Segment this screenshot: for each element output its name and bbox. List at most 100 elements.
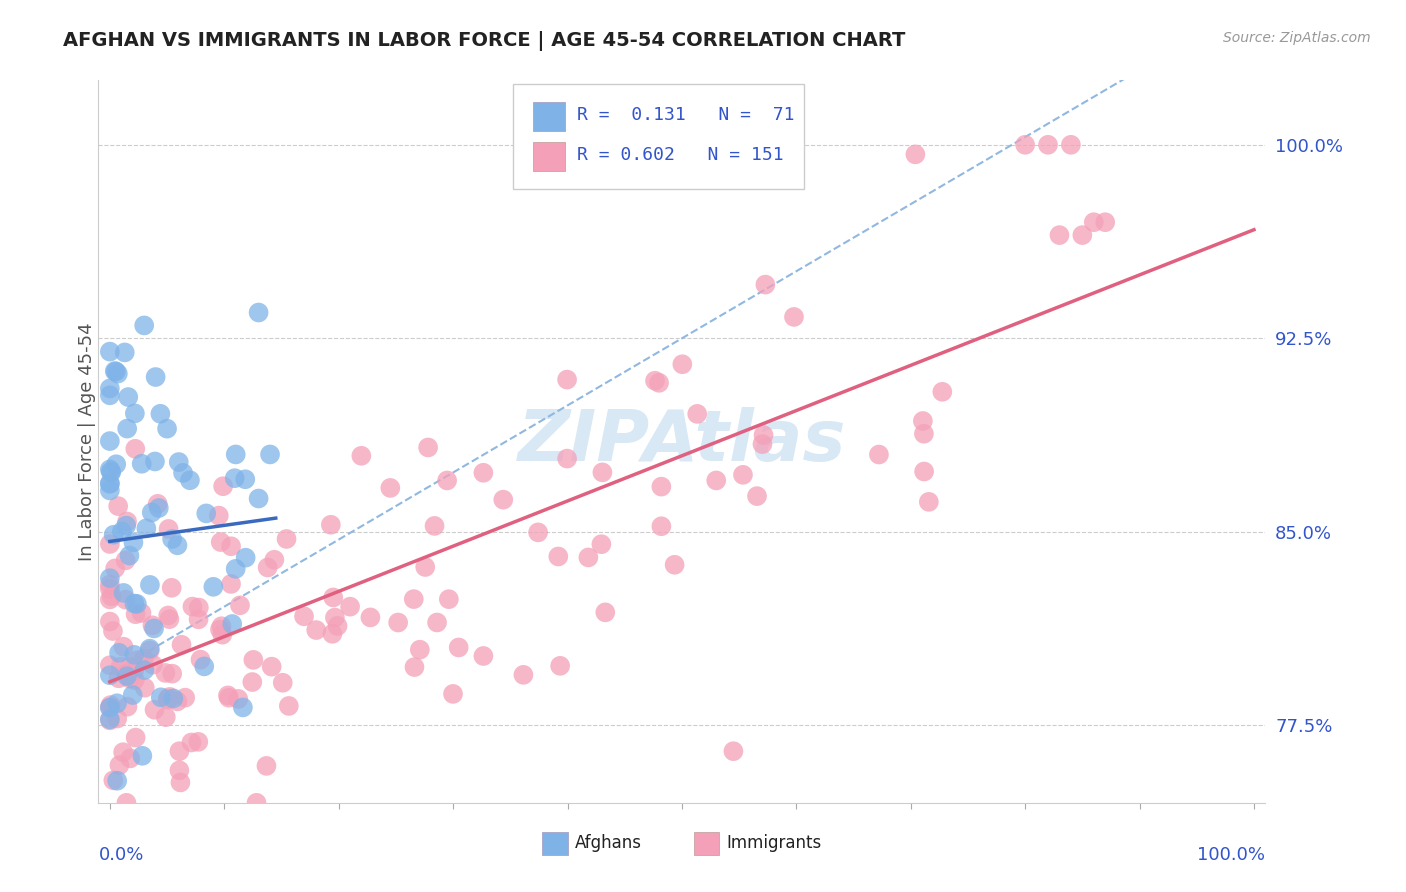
Point bbox=[322, 591, 344, 605]
Point bbox=[134, 681, 156, 695]
FancyBboxPatch shape bbox=[513, 84, 804, 189]
Point bbox=[141, 506, 163, 520]
Point bbox=[225, 562, 247, 576]
Point bbox=[402, 592, 425, 607]
Point bbox=[110, 659, 132, 673]
Point bbox=[1071, 228, 1094, 243]
FancyBboxPatch shape bbox=[533, 102, 565, 131]
Point bbox=[326, 619, 349, 633]
Point bbox=[437, 592, 460, 607]
Point bbox=[260, 659, 283, 673]
Point bbox=[323, 610, 346, 624]
Point bbox=[98, 476, 121, 491]
Point bbox=[447, 640, 470, 655]
Point bbox=[160, 532, 183, 546]
Point bbox=[187, 600, 209, 615]
Point bbox=[413, 560, 436, 574]
Point bbox=[143, 703, 166, 717]
Point bbox=[240, 675, 263, 690]
Point bbox=[181, 599, 204, 614]
Point bbox=[256, 560, 278, 574]
Point bbox=[98, 381, 121, 395]
Point bbox=[98, 700, 121, 714]
Point bbox=[118, 549, 141, 563]
Point bbox=[423, 519, 446, 533]
Point bbox=[187, 612, 209, 626]
Point bbox=[132, 651, 155, 665]
Point bbox=[1060, 137, 1083, 152]
Point bbox=[159, 690, 181, 704]
Point bbox=[169, 764, 191, 778]
Point bbox=[98, 483, 121, 498]
Point bbox=[170, 638, 193, 652]
Point bbox=[527, 525, 550, 540]
Point bbox=[256, 759, 278, 773]
Point bbox=[98, 388, 121, 402]
FancyBboxPatch shape bbox=[533, 142, 565, 170]
Point bbox=[217, 689, 239, 703]
Point bbox=[426, 615, 449, 630]
Point bbox=[245, 796, 267, 810]
Y-axis label: In Labor Force | Age 45-54: In Labor Force | Age 45-54 bbox=[79, 322, 96, 561]
Point bbox=[135, 521, 157, 535]
Point bbox=[120, 751, 142, 765]
Point bbox=[1014, 137, 1036, 152]
Point bbox=[107, 499, 129, 513]
Point bbox=[101, 624, 124, 638]
Point bbox=[143, 622, 166, 636]
Point bbox=[911, 414, 934, 428]
Point bbox=[115, 421, 138, 435]
Point bbox=[139, 643, 162, 657]
Point bbox=[98, 582, 121, 596]
Point bbox=[112, 745, 135, 759]
Point bbox=[122, 664, 145, 678]
Point bbox=[134, 663, 156, 677]
Point bbox=[868, 448, 890, 462]
Point bbox=[247, 491, 270, 506]
Point bbox=[208, 623, 231, 637]
Point bbox=[139, 641, 162, 656]
Point bbox=[103, 527, 125, 541]
Point bbox=[321, 627, 343, 641]
Point bbox=[143, 454, 166, 468]
Point bbox=[100, 465, 122, 479]
Point bbox=[124, 406, 146, 420]
Point bbox=[174, 690, 197, 705]
Point bbox=[259, 447, 281, 461]
Point bbox=[731, 467, 754, 482]
Point bbox=[156, 422, 179, 436]
FancyBboxPatch shape bbox=[693, 831, 720, 855]
Point bbox=[209, 535, 232, 549]
Point bbox=[118, 672, 141, 686]
Point bbox=[931, 384, 953, 399]
Point bbox=[195, 507, 218, 521]
Point bbox=[122, 648, 145, 662]
Point bbox=[912, 465, 935, 479]
Point bbox=[436, 474, 458, 488]
Text: Immigrants: Immigrants bbox=[727, 833, 821, 852]
Point bbox=[263, 553, 285, 567]
Point bbox=[112, 640, 135, 654]
Point bbox=[208, 508, 231, 523]
Point bbox=[704, 474, 727, 488]
Point bbox=[131, 457, 153, 471]
Point bbox=[98, 476, 121, 491]
Point bbox=[211, 627, 233, 641]
Point bbox=[166, 694, 188, 708]
Point bbox=[104, 561, 127, 575]
Point bbox=[235, 550, 257, 565]
Point bbox=[219, 539, 242, 553]
Point bbox=[98, 592, 121, 607]
Point bbox=[166, 538, 188, 552]
Point bbox=[105, 696, 128, 710]
Point bbox=[115, 518, 138, 533]
Point bbox=[98, 434, 121, 448]
Point bbox=[105, 712, 128, 726]
Point bbox=[108, 758, 131, 772]
Point bbox=[591, 537, 613, 551]
Text: ZIPAtlas: ZIPAtlas bbox=[517, 407, 846, 476]
Point bbox=[752, 428, 775, 442]
Point bbox=[104, 364, 127, 378]
Point bbox=[664, 558, 686, 572]
Point bbox=[233, 472, 256, 486]
